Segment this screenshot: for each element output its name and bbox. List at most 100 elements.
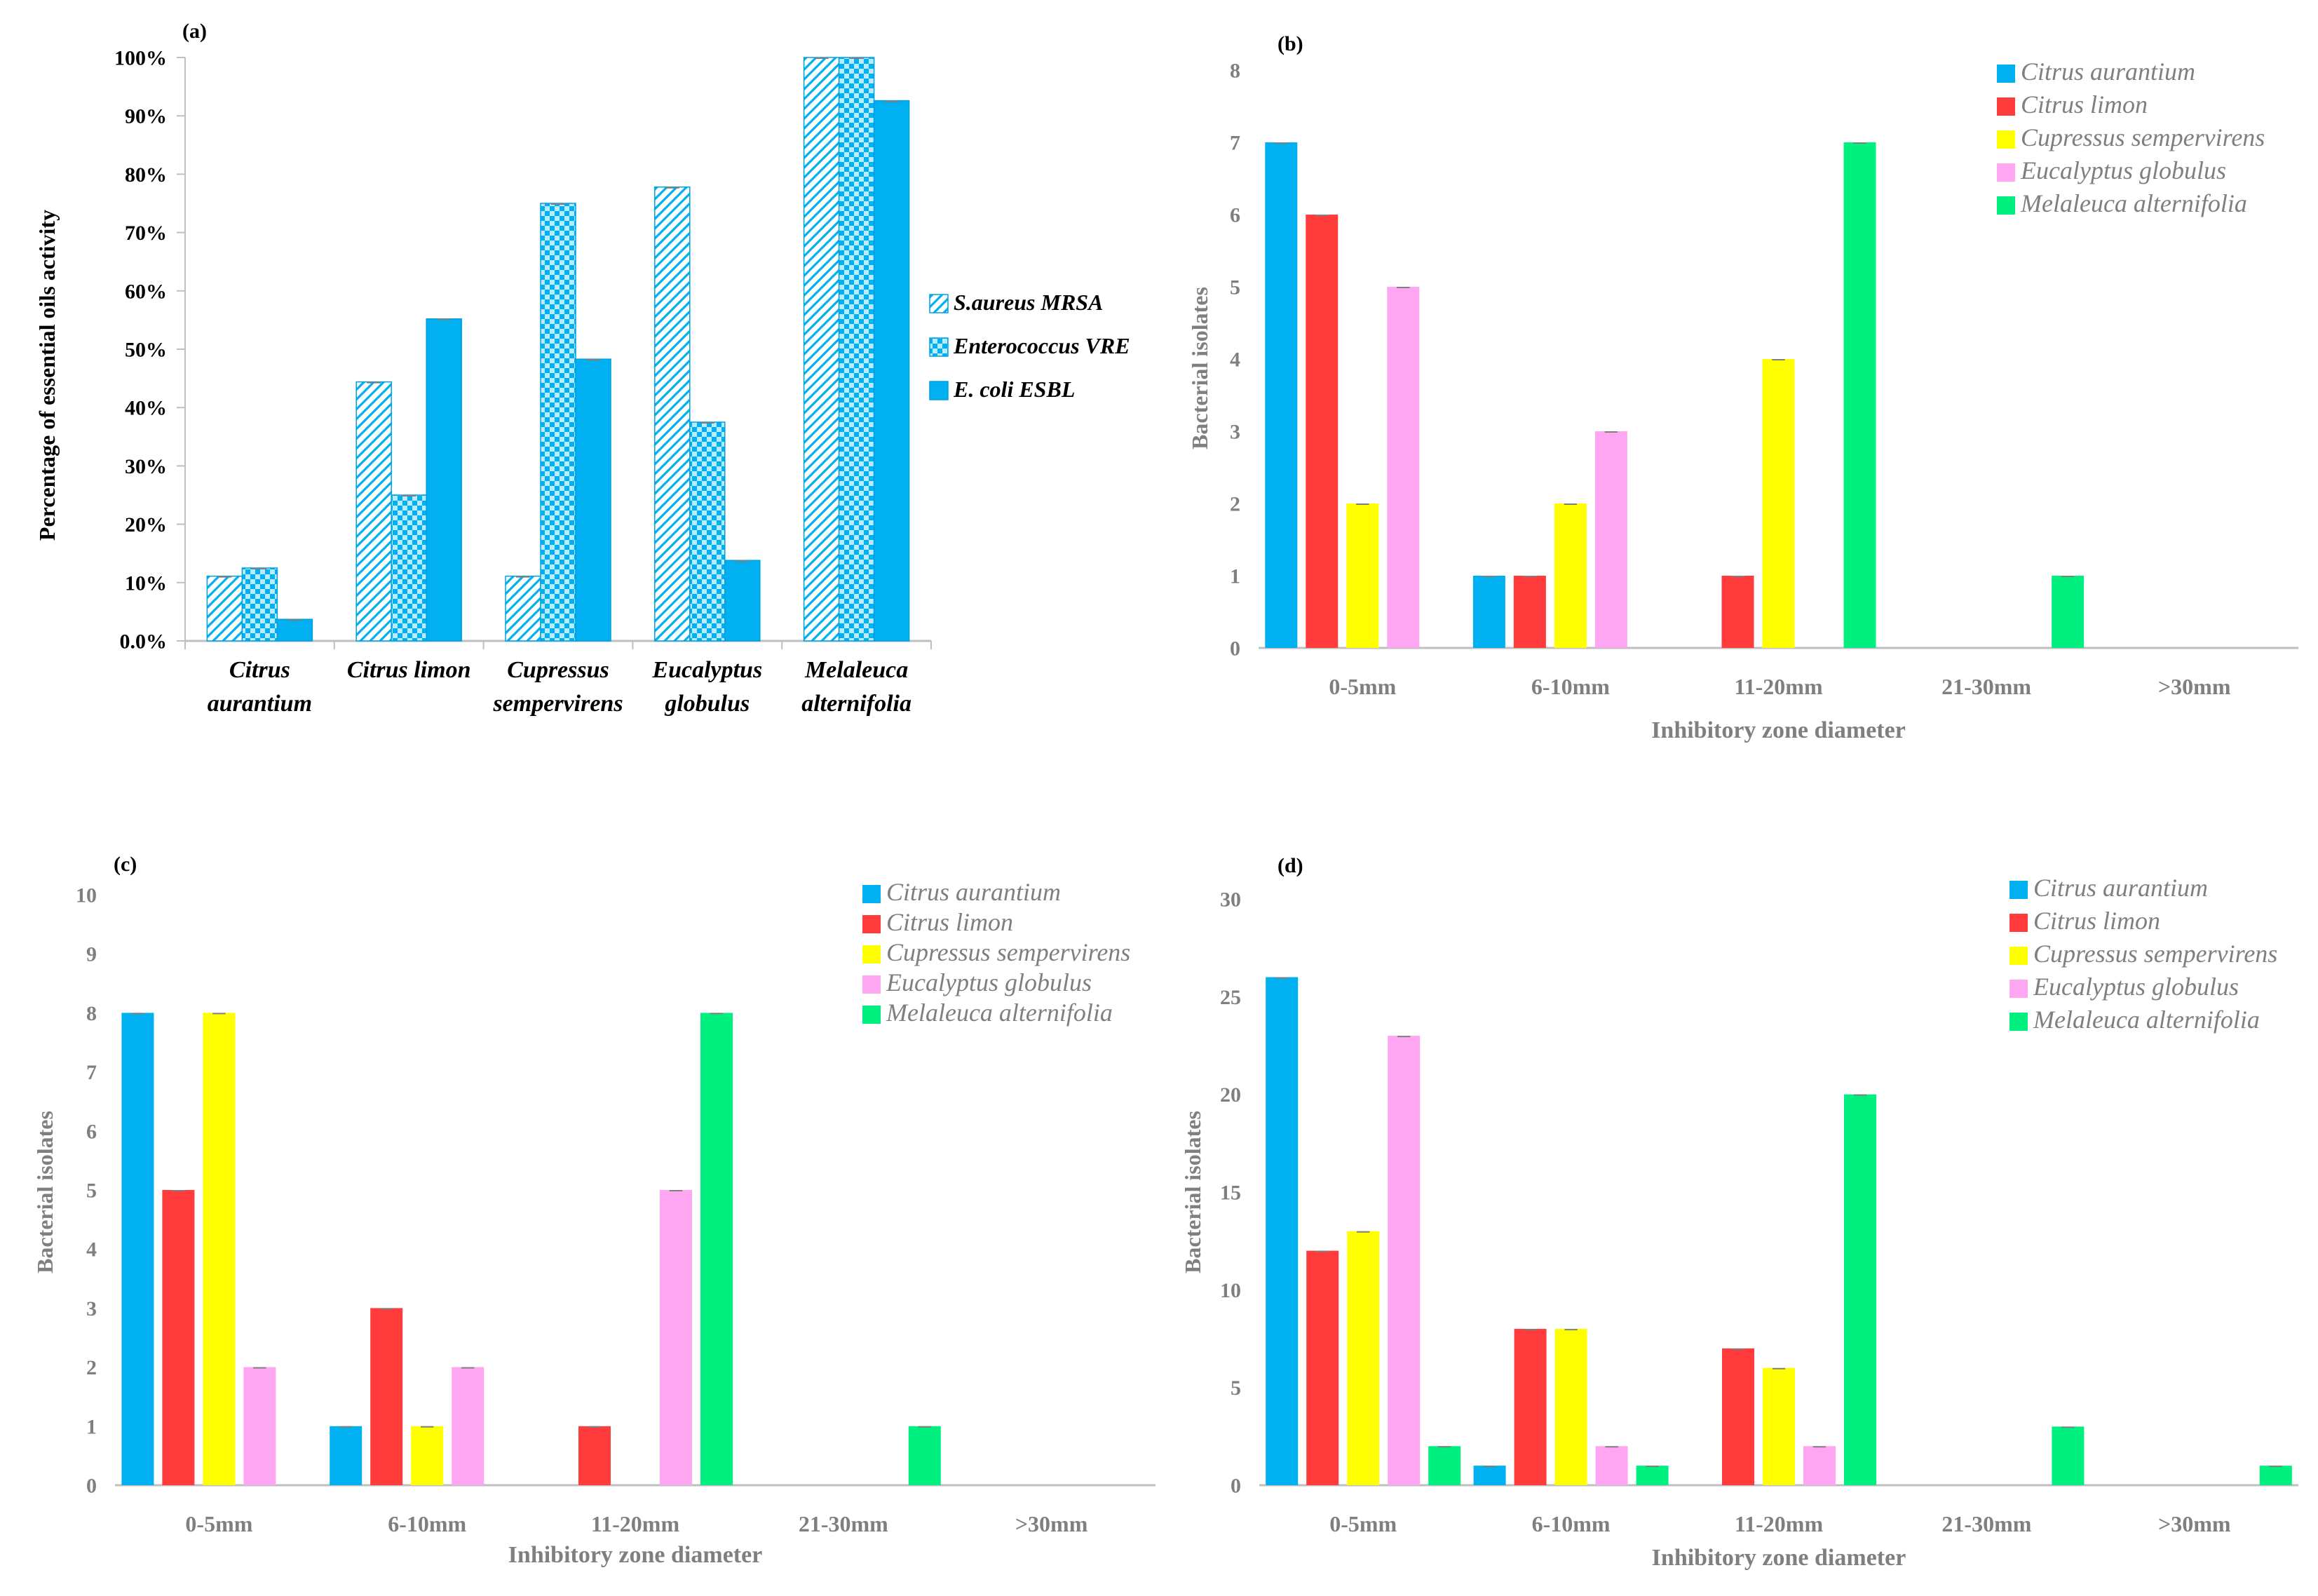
y-tick-label: 8 [1230,60,1240,83]
y-tick-label: 30% [125,455,167,478]
y-axis-title: Bacterial isolates [32,1111,57,1273]
legend-swatch-a-1 [929,337,949,357]
legend-label-d-2: Cupressus sempervirens [2033,940,2277,968]
bar-b-s2-c0 [1346,503,1379,648]
bar-d-s1-c0 [1306,1250,1339,1485]
bar-c-s0-c0 [121,1013,154,1485]
bar-d-s2-c1 [1554,1329,1587,1485]
bar-b-s2-c2 [1762,359,1795,648]
y-axis-title: Bacterial isolates [1187,287,1212,449]
bar-c-s1-c2 [578,1426,611,1485]
legend-swatch-a-2 [929,381,949,400]
legend-label-d-4: Melaleuca alternifolia [2033,1006,2260,1034]
bar-d-s0-c1 [1473,1466,1506,1485]
legend-swatch-d-2 [2009,947,2028,965]
y-tick-label: 100% [114,47,167,70]
y-tick-label: 10 [76,884,97,907]
x-category-label: sempervirens [492,691,623,717]
legend-label-d-3: Eucalyptus globulus [2033,973,2239,1001]
y-tick-label: 7 [1230,132,1240,155]
y-tick-label: 40% [125,397,167,420]
x-axis-title: Inhibitory zone diameter [508,1542,763,1568]
bar-c-s4-c2 [700,1013,733,1485]
y-tick-label: 25 [1220,986,1241,1009]
legend-label-c-4: Melaleuca alternifolia [886,999,1113,1027]
bar-c-s0-c1 [330,1426,362,1485]
bar-c-s3-c2 [660,1190,692,1485]
bar-a-s2-c1 [426,318,462,642]
legend-label-a-1: Enterococcus VRE [953,333,1130,358]
bar-d-s4-c4 [2259,1466,2292,1485]
y-tick-label: 20 [1220,1083,1241,1107]
y-tick-label: 3 [86,1297,97,1320]
panel-label-b: (b) [1277,32,1303,55]
y-tick-label: 7 [86,1061,97,1084]
bar-b-s1-c0 [1306,215,1338,648]
y-tick-label: 10% [125,572,167,595]
bar-b-s0-c1 [1472,576,1505,648]
bar-c-s1-c1 [370,1308,403,1485]
y-tick-label: 0 [1231,1475,1241,1498]
y-tick-label: 4 [86,1238,97,1262]
chart-panel-b: (b) 0 1 2 3 4 5 6 7 8 0-5mm 6-10mm 11-20mm 21-30mm >30… [1187,32,2298,743]
bar-c-s3-c1 [452,1367,484,1485]
legend-label-b-0: Citrus aurantium [2021,58,2195,86]
x-category-label: Melaleuca [804,657,908,683]
x-category-label: 21-30mm [1941,674,2031,699]
x-category-label: 6-10mm [1532,1511,1611,1536]
legend-label-d-0: Citrus aurantium [2033,874,2208,902]
legend-label-b-2: Cupressus sempervirens [2021,123,2265,151]
legend-swatch-b-3 [1997,163,2015,182]
y-axis-title: Percentage of essential oils activity [34,210,60,541]
y-tick-label: 4 [1230,349,1240,372]
x-category-label: 21-30mm [799,1511,888,1536]
x-category-label: >30mm [1015,1511,1088,1536]
x-category-label: 0-5mm [1329,674,1396,699]
bar-a-s1-c4 [838,57,875,642]
bar-a-s2-c4 [873,100,910,642]
bar-a-s0-c4 [803,57,840,642]
legend-swatch-d-1 [2009,914,2028,932]
x-category-label: >30mm [2158,674,2231,699]
bar-c-s2-c1 [411,1426,444,1485]
bar-b-s2-c1 [1554,503,1587,648]
bar-a-s2-c2 [575,358,611,642]
y-tick-label: 15 [1220,1182,1241,1205]
bar-a-s1-c3 [689,421,726,642]
bar-d-s4-c0 [1428,1446,1461,1485]
y-tick-label: 6 [86,1120,97,1143]
bar-c-s1-c0 [162,1190,195,1485]
x-category-label: 11-20mm [1734,674,1823,699]
y-tick-label: 1 [1230,565,1240,588]
y-tick-label: 1 [86,1415,97,1438]
legend-label-b-3: Eucalyptus globulus [2020,156,2226,184]
bar-b-s3-c1 [1594,431,1627,648]
bar-a-s1-c0 [241,567,278,642]
bar-d-s3-c2 [1803,1446,1836,1485]
x-category-label: Cupressus [507,657,609,683]
bar-d-s3-c1 [1595,1446,1628,1485]
x-category-label: 11-20mm [591,1511,680,1536]
legend-swatch-b-0 [1997,65,2015,83]
legend-label-b-1: Citrus limon [2021,90,2148,119]
bar-b-s1-c1 [1513,576,1546,648]
y-tick-label: 5 [86,1179,97,1203]
panel-label-a: (a) [182,20,207,43]
bar-b-s0-c0 [1265,142,1298,648]
x-category-label: 0-5mm [1329,1511,1397,1536]
y-tick-label: 0 [1230,637,1240,661]
legend-swatch-b-1 [1997,97,2015,116]
y-tick-label: 0.0% [120,630,168,654]
legend-label-c-2: Cupressus sempervirens [886,938,1130,966]
legend-swatch-c-1 [862,915,881,933]
bar-a-s0-c1 [355,381,392,642]
x-axis-title: Inhibitory zone diameter [1651,717,1906,743]
x-category-label: 0-5mm [185,1511,252,1536]
bar-d-s3-c0 [1388,1036,1421,1485]
bar-a-s0-c2 [505,575,541,642]
y-tick-label: 3 [1230,421,1240,444]
x-category-label: >30mm [2158,1511,2231,1536]
y-tick-label: 2 [1230,493,1240,516]
y-tick-label: 5 [1231,1377,1241,1400]
y-tick-label: 6 [1230,204,1240,227]
